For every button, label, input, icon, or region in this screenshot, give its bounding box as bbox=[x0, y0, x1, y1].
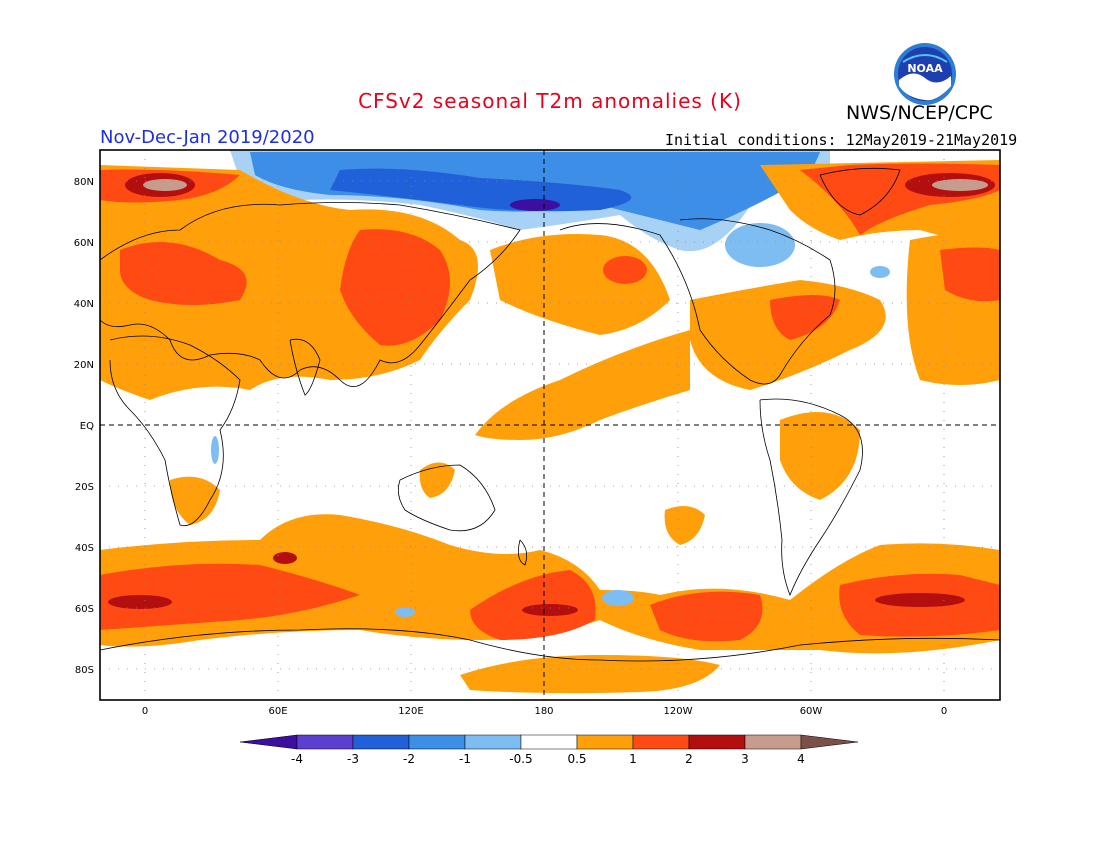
agency-label: NWS/NCEP/CPC bbox=[846, 102, 993, 124]
colorbar-label: -0.5 bbox=[509, 752, 532, 766]
canada-cold bbox=[725, 223, 795, 267]
south-america-warm bbox=[780, 412, 860, 500]
colorbar-swatch bbox=[632, 734, 690, 750]
lat-label: 20S bbox=[75, 482, 94, 493]
graticule bbox=[100, 150, 1000, 700]
asia-warm-strong bbox=[340, 229, 450, 346]
africa-outline bbox=[109, 335, 241, 527]
lon-label: 0 bbox=[142, 706, 148, 717]
forecast-period: Nov-Dec-Jan 2019/2020 bbox=[100, 127, 315, 148]
lon-label: 60E bbox=[268, 706, 287, 717]
colorbar-label: 2 bbox=[685, 752, 693, 766]
antarctic-warm bbox=[460, 655, 720, 694]
south-america-outline bbox=[759, 398, 863, 597]
lat-label: 40N bbox=[74, 299, 94, 310]
colorbar-label: 0.5 bbox=[567, 752, 586, 766]
lon-label: 120W bbox=[664, 706, 693, 717]
arctic-cold-max bbox=[510, 199, 560, 211]
noaa-logo: NOAA bbox=[894, 43, 956, 105]
lat-label: 20N bbox=[74, 360, 94, 371]
new-zealand-outline bbox=[517, 539, 528, 566]
australia-outline bbox=[397, 464, 496, 532]
eurasia-outline bbox=[100, 202, 521, 387]
east-africa-cold bbox=[211, 436, 219, 464]
lon-label: 0 bbox=[941, 706, 947, 717]
southern-ocean-warm-strong-central bbox=[470, 570, 596, 640]
north-pacific-warm-core bbox=[603, 256, 647, 284]
coastlines bbox=[100, 167, 1000, 662]
colorbar-label: -3 bbox=[347, 752, 359, 766]
south-pacific-cold bbox=[602, 590, 634, 606]
arctic-cold-inner bbox=[330, 168, 632, 212]
colorbar-swatch bbox=[744, 734, 802, 750]
southern-warm-max-2 bbox=[522, 604, 578, 616]
colorbar-swatch bbox=[352, 734, 410, 750]
north-america-outline bbox=[559, 218, 836, 385]
india-outline bbox=[289, 338, 321, 396]
lat-label: 60N bbox=[74, 238, 94, 249]
lat-label: 60S bbox=[75, 604, 94, 615]
southern-ocean-warm-strong-east bbox=[650, 591, 763, 642]
east-pacific-warm bbox=[664, 506, 705, 545]
colorbar-label: -1 bbox=[459, 752, 471, 766]
australia-warm bbox=[419, 462, 455, 498]
initial-conditions: Initial conditions: 12May2019-21May2019 bbox=[665, 131, 1018, 149]
svg-text:NOAA: NOAA bbox=[907, 62, 943, 75]
colorbar-lower-arrow bbox=[239, 734, 298, 750]
europe-warm-strong-west bbox=[940, 247, 1000, 302]
lon-label: 180 bbox=[534, 706, 553, 717]
southern-ocean-warm-strong bbox=[100, 563, 360, 630]
arctic-warm-peak-east bbox=[143, 179, 187, 191]
colorbar-label: 3 bbox=[741, 752, 749, 766]
greenland-cold bbox=[870, 266, 890, 278]
southern-warm-max-1 bbox=[108, 595, 172, 609]
equatorial-pacific-warm bbox=[475, 330, 690, 440]
equator-dateline bbox=[100, 150, 1000, 700]
colorbar-swatch bbox=[296, 734, 354, 750]
colorbar-label: 1 bbox=[629, 752, 637, 766]
lat-label: EQ bbox=[80, 421, 94, 432]
colorbar-swatch bbox=[688, 734, 746, 750]
colorbar-label: 4 bbox=[797, 752, 805, 766]
colorbar-swatch bbox=[464, 734, 522, 750]
map-title: CFSv2 seasonal T2m anomalies (K) bbox=[358, 89, 742, 113]
colorbar-upper-arrow bbox=[800, 734, 859, 750]
southern-warm-max-3 bbox=[875, 593, 965, 607]
colorbar-swatch bbox=[576, 734, 634, 750]
lat-label: 40S bbox=[75, 543, 94, 554]
colorbar-label: -4 bbox=[291, 752, 303, 766]
eurasia-warm-strong bbox=[120, 242, 247, 305]
greenland-outline bbox=[819, 167, 901, 216]
lat-label: 80N bbox=[74, 177, 94, 188]
map-frame bbox=[99, 149, 1001, 701]
longitude-labels: 0 60E 120E 180 120W 60W 0 bbox=[142, 706, 947, 717]
colorbar-label: -2 bbox=[403, 752, 415, 766]
north-america-warm-core bbox=[770, 295, 840, 340]
lat-label: 80S bbox=[75, 665, 94, 676]
southern-warm-spot bbox=[273, 552, 297, 564]
africa-warm bbox=[170, 476, 220, 525]
antarctica-outline bbox=[100, 628, 1000, 662]
colorbar: -4 -3 -2 -1 -0.5 0.5 1 2 3 4 bbox=[239, 734, 859, 766]
colorbar-swatch bbox=[520, 734, 578, 750]
anomaly-fields bbox=[100, 150, 1000, 694]
south-indian-cold bbox=[395, 607, 415, 617]
arctic-warm-peak-west bbox=[932, 179, 988, 191]
lon-label: 120E bbox=[398, 706, 423, 717]
latitude-labels: 80N 60N 40N 20N EQ 20S 40S 60S 80S bbox=[74, 177, 94, 676]
lon-label: 60W bbox=[800, 706, 823, 717]
colorbar-swatch bbox=[408, 734, 466, 750]
